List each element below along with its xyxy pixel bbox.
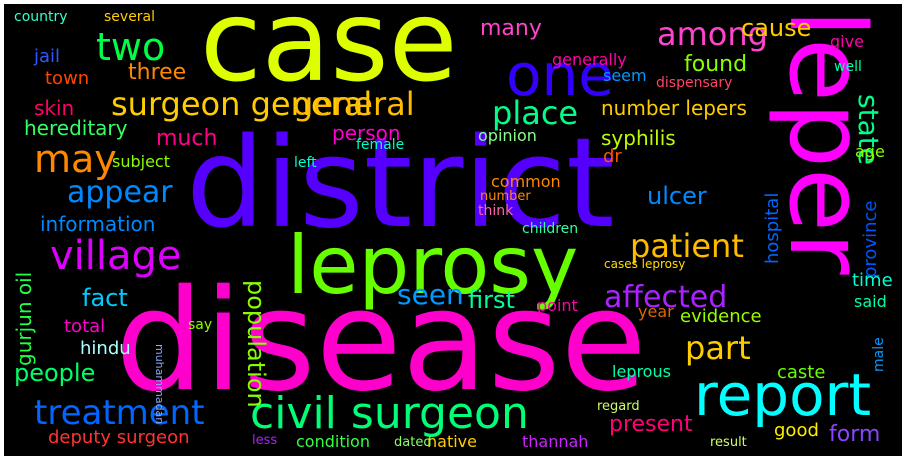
word-disease: disease — [115, 260, 647, 423]
word-population: population — [242, 280, 270, 408]
word-female: female — [356, 137, 405, 153]
word-two: two — [96, 25, 166, 69]
word-seem: seem — [603, 66, 647, 85]
word-found: found — [684, 52, 748, 77]
word-male: male — [871, 337, 887, 372]
word-affected: affected — [604, 280, 728, 315]
word-appear: appear — [67, 175, 173, 210]
word-total: total — [64, 316, 106, 337]
word-person: person — [332, 121, 401, 145]
word-three: three — [128, 60, 187, 85]
word-dispensary: dispensary — [656, 75, 733, 91]
word-present: present — [609, 412, 693, 437]
word-several: several — [104, 9, 156, 25]
word-dated: dated — [394, 435, 432, 450]
word-caste: caste — [777, 362, 826, 383]
word-hospital: hospital — [762, 192, 783, 264]
word-number: number — [480, 189, 531, 204]
word-town: town — [45, 68, 90, 89]
word-cloud: district disease case leper leprosy one … — [4, 4, 902, 456]
word-people: people — [14, 359, 96, 387]
word-patient: patient — [630, 227, 744, 265]
word-say: say — [188, 317, 213, 333]
word-ulcer: ulcer — [647, 182, 707, 210]
word-district: district — [186, 112, 615, 256]
word-common: common — [491, 172, 561, 191]
word-skin: skin — [34, 96, 75, 120]
word-place: place — [492, 94, 579, 132]
word-generally: generally — [552, 50, 627, 69]
word-regard: regard — [597, 399, 640, 414]
word-condition: condition — [296, 432, 370, 451]
word-evidence: evidence — [680, 306, 762, 327]
word-form: form — [829, 422, 881, 447]
word-opinion: opinion — [478, 126, 537, 145]
word-result: result — [710, 435, 747, 450]
word-village: village — [50, 233, 182, 279]
word-may: may — [34, 137, 117, 181]
word-general: general — [293, 85, 415, 123]
word-point: point — [537, 296, 578, 315]
word-muhammadan: muhammadan — [153, 344, 166, 425]
word-treatment: treatment — [34, 393, 205, 433]
word-gurjun-oil: gurjun oil — [12, 271, 36, 366]
word-age: age — [855, 142, 885, 161]
word-children: children — [522, 221, 579, 237]
word-one: one — [506, 41, 614, 109]
word-well: well — [834, 59, 862, 75]
word-leprous: leprous — [612, 362, 671, 381]
word-deputy-surgeon: deputy surgeon — [48, 427, 190, 448]
word-dr: dr — [603, 146, 622, 167]
word-give: give — [830, 32, 864, 51]
word-good: good — [774, 420, 819, 441]
word-left: left — [294, 155, 317, 171]
word-leprosy: leprosy — [287, 219, 579, 312]
word-country: country — [14, 9, 68, 25]
word-think: think — [478, 203, 514, 219]
word-hereditary: hereditary — [24, 116, 128, 140]
word-thannah: thannah — [522, 432, 589, 451]
word-seen: seen — [397, 278, 464, 311]
word-first: first — [468, 286, 515, 314]
word-civil-surgeon: civil surgeon — [250, 388, 529, 439]
word-syphilis: syphilis — [601, 126, 676, 150]
word-number-lepers: number lepers — [601, 96, 747, 120]
word-less: less — [252, 433, 278, 448]
word-said: said — [854, 292, 887, 311]
word-cases-leprosy: cases leprosy — [604, 257, 686, 271]
word-among: among — [657, 15, 768, 53]
word-jail: jail — [34, 46, 61, 67]
word-year: year — [638, 302, 674, 321]
word-fact: fact — [82, 284, 128, 312]
word-case: case — [200, 4, 458, 107]
word-many: many — [480, 16, 542, 41]
word-report: report — [694, 361, 872, 429]
word-cause: cause — [741, 14, 812, 42]
word-native: native — [427, 432, 477, 451]
word-part: part — [685, 329, 751, 367]
word-much: much — [156, 126, 218, 151]
word-information: information — [40, 212, 156, 236]
word-province: province — [860, 200, 881, 278]
word-subject: subject — [112, 152, 170, 171]
word-surgeon-general: surgeon general — [111, 85, 373, 123]
word-time: time — [852, 270, 893, 291]
word-hindu: hindu — [80, 338, 131, 359]
